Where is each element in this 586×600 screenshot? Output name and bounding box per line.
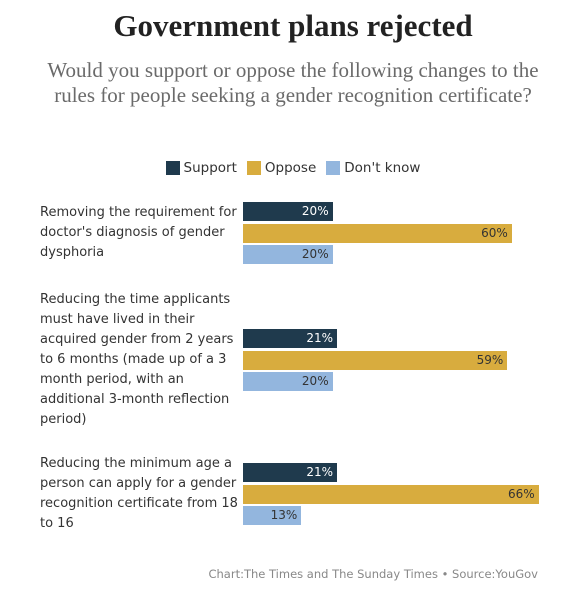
bar: 66% [243, 484, 539, 504]
legend-label: Don't know [344, 160, 421, 176]
bar: 60% [243, 223, 512, 243]
data-label: 20% [301, 246, 329, 261]
legend-item: Don't know [326, 160, 420, 176]
data-label: 59% [476, 352, 504, 367]
source-note: Chart:The Times and The Sunday Times • S… [208, 567, 538, 581]
legend-item: Support [165, 160, 237, 176]
data-label: 20% [301, 204, 329, 219]
bar: 21% [243, 463, 338, 483]
category-label: Reducing the time applicants must have l… [40, 292, 234, 427]
legend-swatch [326, 161, 341, 175]
bar: 20% [243, 202, 333, 222]
legend-item: Oppose [246, 160, 317, 176]
bar: 20% [243, 244, 333, 264]
data-label: 66% [508, 486, 535, 501]
bar: 59% [243, 350, 508, 370]
data-label: 13% [270, 507, 298, 522]
data-label: 20% [301, 373, 329, 388]
legend-label: Oppose [264, 160, 317, 176]
chart-subtitle: Would you support or oppose the followin… [47, 58, 539, 107]
bar: 20% [243, 371, 333, 391]
category-label: Reducing the minimum age a person can ap… [40, 456, 238, 531]
legend-swatch [246, 161, 261, 175]
data-label: 21% [306, 331, 334, 346]
category-label: Removing the requirement for doctor's di… [40, 205, 237, 260]
legend-swatch [165, 161, 180, 175]
legend-label: Support [183, 160, 237, 176]
legend: Support Oppose Don't know [0, 160, 586, 176]
data-label: 60% [481, 225, 508, 240]
chart-title: Government plans rejected [113, 8, 473, 43]
bar: 13% [243, 505, 302, 525]
bar: 21% [243, 329, 338, 349]
data-label: 21% [306, 465, 334, 480]
